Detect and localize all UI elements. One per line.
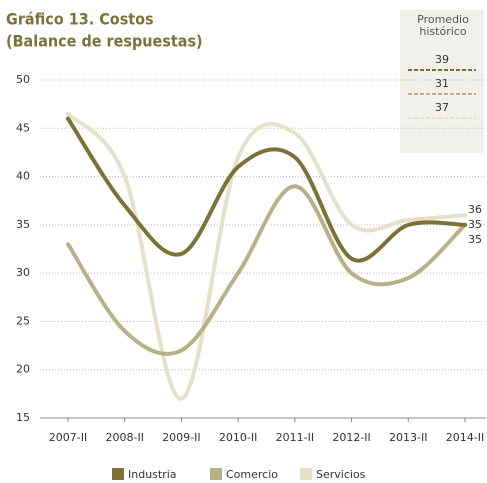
chart-title: Gráfico 13. Costos — [6, 10, 154, 29]
line — [66, 184, 467, 356]
y-tick-label: 20 — [16, 363, 30, 376]
average-box — [400, 10, 484, 153]
x-tick-label: 2014-II — [446, 431, 484, 444]
legend-swatch — [112, 468, 124, 480]
average-value: 31 — [435, 77, 449, 90]
y-tick-label: 50 — [16, 73, 30, 86]
y-tick-label: 15 — [16, 411, 30, 424]
y-tick-label: 25 — [16, 314, 30, 327]
end-label: 35 — [468, 218, 482, 231]
line — [66, 111, 467, 401]
x-tick-label: 2011-II — [276, 431, 314, 444]
end-label: 35 — [468, 233, 482, 246]
y-tick-label: 45 — [16, 121, 30, 134]
x-tick-label: 2012-II — [332, 431, 370, 444]
y-tick-label: 30 — [16, 266, 30, 279]
average-title: Promedio histórico — [417, 13, 469, 38]
legend-label: Comercio — [226, 468, 278, 481]
y-tick-label: 35 — [16, 218, 30, 231]
legend-swatch — [300, 468, 312, 480]
legend-label: Servicios — [316, 468, 366, 481]
end-label: 36 — [468, 203, 482, 216]
y-tick-label: 40 — [16, 170, 30, 183]
line — [66, 116, 467, 263]
legend-swatch — [210, 468, 222, 480]
x-tick-label: 2010-II — [219, 431, 257, 444]
chart-subtitle: (Balance de respuestas) — [6, 32, 203, 51]
x-tick-label: 2009-II — [162, 431, 200, 444]
average-value: 39 — [435, 53, 449, 66]
legend-label: Industria — [128, 468, 177, 481]
average-value: 37 — [435, 101, 449, 114]
x-tick-label: 2013-II — [389, 431, 427, 444]
x-tick-label: 2007-II — [49, 431, 87, 444]
x-tick-label: 2008-II — [105, 431, 143, 444]
